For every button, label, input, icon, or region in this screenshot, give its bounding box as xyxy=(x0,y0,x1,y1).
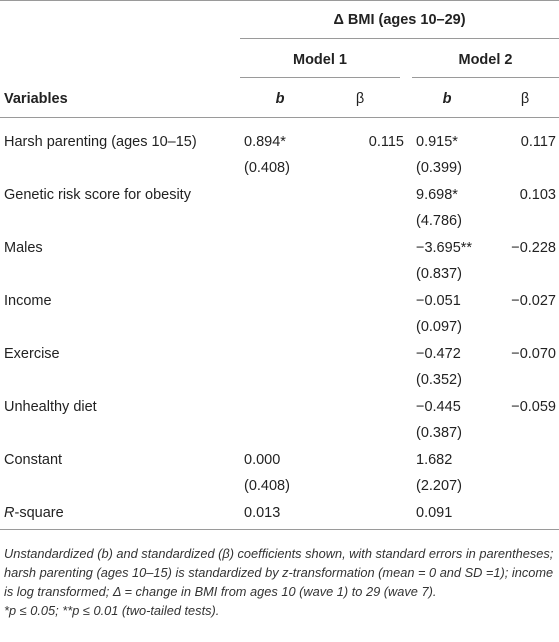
model2-beta-value: −0.070 xyxy=(511,346,556,362)
model2-b-value: −3.695** xyxy=(416,240,473,256)
rsquare-label-rest: -square xyxy=(14,505,64,521)
header-bottom-rule xyxy=(0,117,559,118)
model1-underline xyxy=(240,77,400,78)
row-label: Constant xyxy=(4,452,63,468)
model2-beta-header: β xyxy=(520,91,530,107)
row-label: Exercise xyxy=(4,346,60,362)
rsquare-label-italic: R xyxy=(4,505,15,521)
model2-underline xyxy=(412,77,559,78)
model1-header: Model 1 xyxy=(293,52,347,68)
table-bottom-rule xyxy=(0,529,559,530)
model2-b-value: 1.682 xyxy=(416,452,453,468)
model2-b-value: −0.445 xyxy=(416,399,461,415)
row-label: Unhealthy diet xyxy=(4,399,97,415)
model2-se-value: (2.207) xyxy=(416,478,462,494)
model2-se-value: (0.399) xyxy=(416,160,462,176)
model1-b-value: 0.894* xyxy=(244,134,286,150)
model2-beta-value: −0.027 xyxy=(511,293,556,309)
variables-header: Variables xyxy=(4,91,68,107)
span-title: Δ BMI (ages 10–29) xyxy=(333,12,466,28)
model2-se-value: (0.097) xyxy=(416,319,462,335)
footnote-description: Unstandardized (b) and standardized (β) … xyxy=(4,546,554,599)
row-label: Harsh parenting (ages 10–15) xyxy=(4,134,197,150)
span-title-underline xyxy=(240,38,559,39)
model2-b-value: 9.698* xyxy=(416,187,458,203)
model1-rsquare-value: 0.013 xyxy=(244,505,281,521)
model1-se-value: (0.408) xyxy=(244,478,290,494)
row-label: Genetic risk score for obesity xyxy=(4,187,191,203)
model2-se-value: (0.387) xyxy=(416,425,462,441)
row-label: Males xyxy=(4,240,43,256)
model2-b-value: 0.915* xyxy=(416,134,458,150)
model2-se-value: (0.352) xyxy=(416,372,462,388)
model2-beta-value: −0.228 xyxy=(511,240,556,256)
model2-b-value: −0.051 xyxy=(416,293,461,309)
model2-se-value: (0.837) xyxy=(416,266,462,282)
model2-header: Model 2 xyxy=(458,52,513,68)
model2-beta-value: −0.059 xyxy=(511,399,556,415)
model2-b-value: −0.472 xyxy=(416,346,461,362)
model1-b-value: 0.000 xyxy=(244,452,281,468)
table-footnote: Unstandardized (b) and standardized (β) … xyxy=(4,544,556,620)
model1-beta-value: 0.115 xyxy=(368,134,404,150)
footnote-significance: *p ≤ 0.05; **p ≤ 0.01 (two-tailed tests)… xyxy=(4,603,220,618)
model1-se-value: (0.408) xyxy=(244,160,290,176)
model2-rsquare-value: 0.091 xyxy=(416,505,453,521)
model1-b-header: b xyxy=(275,91,285,107)
top-rule xyxy=(0,0,559,1)
model2-beta-value: 0.117 xyxy=(520,134,556,150)
rsquare-label: R-square xyxy=(4,504,64,522)
model2-se-value: (4.786) xyxy=(416,213,462,229)
model2-beta-value: 0.103 xyxy=(519,187,556,203)
row-label: Income xyxy=(4,293,52,309)
model2-b-header: b xyxy=(442,91,452,107)
model1-beta-header: β xyxy=(355,91,365,107)
